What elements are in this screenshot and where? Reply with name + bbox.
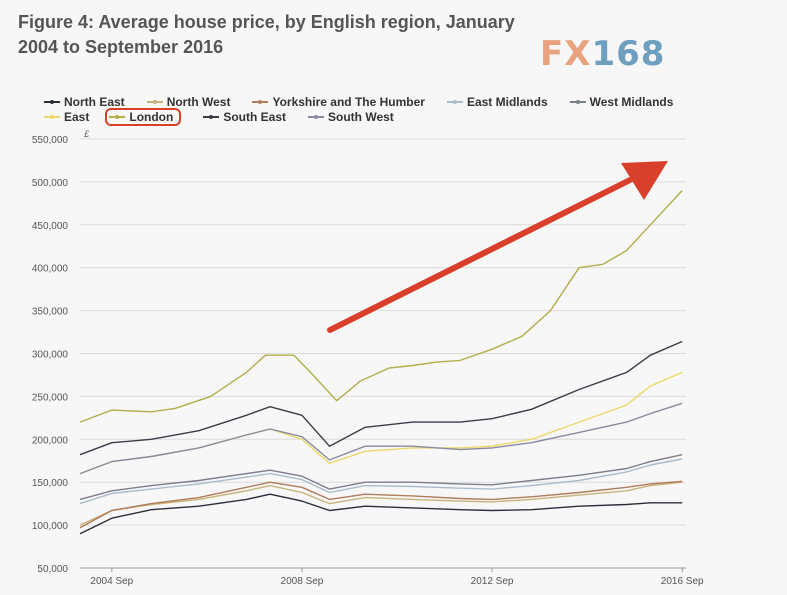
legend-item: South East (203, 110, 286, 124)
chart-title: Figure 4: Average house price, by Englis… (18, 12, 515, 57)
y-tick-label: 300,000 (32, 350, 69, 361)
legend-item: Yorkshire and The Humber (252, 94, 425, 109)
y-tick-label: 200,000 (32, 435, 69, 446)
y-tick-label: 50,000 (37, 564, 68, 575)
series-line-west-midlands (79, 454, 683, 501)
arrow-shaft (327, 177, 633, 333)
legend-item: East (44, 110, 89, 124)
arrow-head (621, 161, 668, 200)
series-line-east (79, 371, 683, 475)
series-line-london (79, 190, 683, 423)
series-line-north-east (79, 493, 683, 535)
series-line-yorkshire-and-the-humber (79, 480, 683, 529)
y-tick-label: 350,000 (32, 307, 69, 318)
x-tick-label: 2016 Sep (661, 576, 704, 587)
series-line-south-east (79, 340, 683, 456)
legend-row: East London South East South West (44, 107, 744, 126)
y-tick-label: 450,000 (32, 221, 69, 232)
logo-num: 168 (591, 34, 666, 74)
legend-swatch (203, 114, 220, 119)
series-line-north-west (79, 481, 683, 526)
fx168-logo: FX168 (540, 34, 665, 74)
legend-label: East Midlands (466, 94, 548, 109)
legend-label: North East (64, 94, 125, 109)
y-axis-label: £ (83, 129, 90, 139)
legend-swatch (44, 99, 60, 104)
y-tick-label: 250,000 (32, 392, 69, 403)
chart-legend: North East North West Yorkshire and The Hu… (44, 94, 744, 126)
legend-swatch (252, 99, 269, 104)
y-tick-label: 150,000 (32, 478, 69, 489)
logo-fx: FX (540, 34, 592, 74)
legend-label: East (64, 109, 90, 124)
legend-label: Yorkshire and The Humber (272, 94, 425, 109)
y-tick-label: 500,000 (32, 178, 69, 189)
legend-item: West Midlands (569, 94, 674, 109)
legend-item: North East (44, 95, 125, 109)
legend-label: West Midlands (589, 94, 674, 109)
x-tick-label: 2008 Sep (281, 576, 324, 587)
legend-label: South East (223, 109, 287, 124)
legend-swatch (109, 114, 126, 119)
legend-label: North West (166, 94, 231, 109)
legend-item: East Midlands (446, 94, 548, 109)
legend-label: South West (328, 109, 394, 124)
y-tick-label: 550,000 (32, 135, 69, 146)
legend-swatch (146, 99, 163, 104)
legend-swatch (44, 114, 60, 119)
legend-label: London (129, 109, 174, 124)
legend-swatch (308, 114, 325, 119)
legend-item: South West (308, 110, 394, 124)
x-tick-label: 2012 Sep (471, 576, 514, 587)
x-tick-label: 2004 Sep (90, 576, 133, 587)
series-line-south-west (79, 402, 683, 475)
legend-item: London (105, 107, 182, 126)
legend-row: North East North West Yorkshire and The Hu… (44, 94, 744, 109)
y-tick-label: 400,000 (32, 264, 69, 275)
y-tick-label: 100,000 (32, 521, 69, 532)
legend-swatch (569, 99, 586, 104)
legend-swatch (446, 99, 463, 104)
series-line-east-midlands (79, 458, 683, 505)
legend-item: North West (146, 94, 231, 109)
